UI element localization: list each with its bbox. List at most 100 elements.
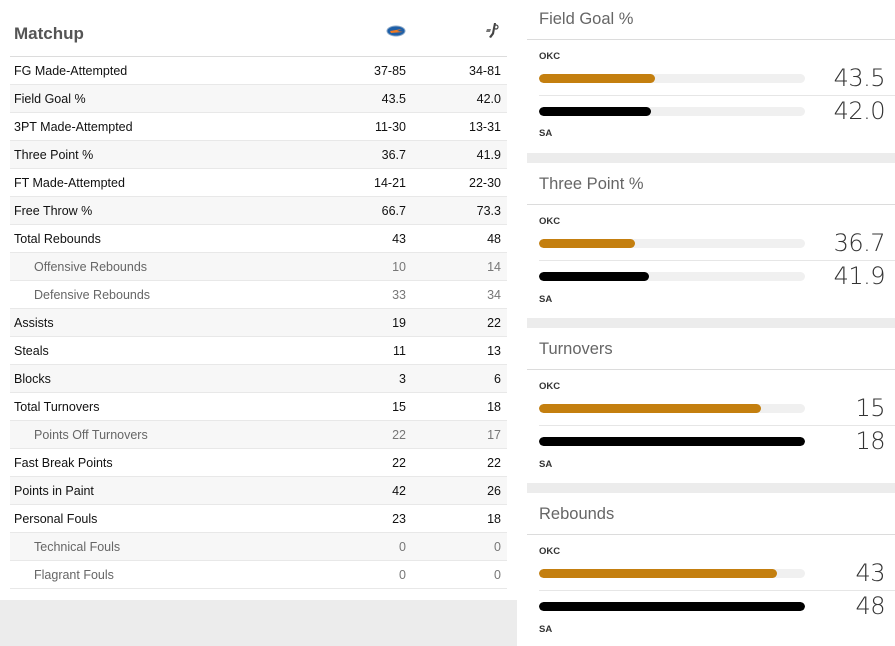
matchup-row: Three Point % 36.7 41.9 [10,141,507,169]
okc-value: 33 [392,288,406,302]
okc-value: 42 [392,484,406,498]
team1-bar-track [539,74,805,83]
okc-value: 23 [392,512,406,526]
matchup-row: Fast Break Points 22 22 [10,449,507,477]
matchup-row: Points Off Turnovers 22 17 [10,421,507,449]
matchup-title: Matchup [14,24,84,43]
okc-value: 14-21 [374,176,406,190]
okc-value: 22 [392,428,406,442]
okc-value: 36.7 [381,148,406,162]
team2-value: 48 [855,592,885,620]
sa-value: 18 [487,512,501,526]
okc-value: 15 [392,400,406,414]
team2-bar-fill [539,437,805,446]
okc-value: 10 [392,260,406,274]
sa-value: 6 [494,372,501,386]
matchup-row: Free Throw % 66.7 73.3 [10,197,507,225]
matchup-row: Points in Paint 42 26 [10,477,507,505]
matchup-row: Field Goal % 43.5 42.0 [10,85,507,113]
matchup-row: Offensive Rebounds 10 14 [10,253,507,281]
team1-bar-track [539,239,805,248]
stat-label: Total Turnovers [14,400,100,414]
okc-value: 43 [392,232,406,246]
okc-value: 11-30 [374,120,406,134]
team1-label: OKC [539,381,561,392]
team1-value: 15 [855,394,885,422]
card-divider [527,204,895,205]
row-divider [539,425,895,426]
stat-label: Assists [14,316,54,330]
card-divider [527,39,895,40]
card-title: Rebounds [539,505,615,523]
team2-bar-fill [539,602,805,611]
team1-label: OKC [539,51,561,62]
team2-value: 41.9 [833,262,886,290]
team1-label: OKC [539,216,561,227]
team2-label: SA [539,128,553,139]
card-title: Three Point % [539,175,644,193]
okc-value: 43.5 [381,92,406,106]
card-divider [527,534,895,535]
okc-thunder-logo-icon [386,25,406,37]
matchup-row: Total Rebounds 43 48 [10,225,507,253]
matchup-row: Assists 19 22 [10,309,507,337]
okc-value: 66.7 [381,204,406,218]
stat-label: Three Point % [14,148,94,162]
team1-value: 43.5 [833,64,886,92]
team2-bar-track [539,107,805,116]
team2-value: 18 [855,427,885,455]
team1-value: 43 [855,559,885,587]
okc-value: 22 [392,456,406,470]
team1-bar-fill [539,404,762,413]
sa-value: 18 [487,400,501,414]
stat-label: Blocks [14,372,51,386]
stat-label: FT Made-Attempted [14,176,125,190]
left-panel: Matchup FG Made-Attempted 37-85 34-81 Field… [0,0,517,646]
stat-label: Defensive Rebounds [34,288,151,302]
card-divider [527,369,895,370]
team2-label: SA [539,294,553,305]
team1-bar-fill [539,74,655,83]
matchup-row: Defensive Rebounds 33 34 [10,281,507,309]
stat-card: Turnovers OKC 15 18 SA [527,328,895,483]
stat-card: Field Goal % OKC 43.5 42.0 SA [527,0,895,153]
matchup-row: Steals 11 13 [10,337,507,365]
row-divider [539,260,895,261]
card-title: Turnovers [539,340,613,358]
team2-value: 42.0 [833,97,886,125]
matchup-row: FT Made-Attempted 14-21 22-30 [10,169,507,197]
okc-value: 11 [393,344,406,358]
matchup-row: FG Made-Attempted 37-85 34-81 [10,57,507,85]
stat-label: FG Made-Attempted [14,64,128,78]
sa-value: 14 [487,260,501,274]
team1-bar-track [539,569,805,578]
stat-label: Personal Fouls [14,512,98,526]
team2-bar-fill [539,272,650,281]
team1-bar-fill [539,569,778,578]
sa-value: 0 [494,540,501,554]
stat-label: Steals [14,344,49,358]
row-divider [539,95,895,96]
sa-value: 34-81 [469,64,501,78]
team2-bar-fill [539,107,651,116]
stat-label: Field Goal % [14,92,86,106]
team2-bar-track [539,602,805,611]
sa-value: 22-30 [469,176,501,190]
row-divider [539,590,895,591]
sa-value: 34 [487,288,501,302]
matchup-rows: FG Made-Attempted 37-85 34-81 Field Goal % 4… [10,57,507,589]
team2-bar-track [539,437,805,446]
sa-value: 17 [487,428,501,442]
matchup-row: Blocks 3 6 [10,365,507,393]
sa-value: 73.3 [476,204,501,218]
stat-label: Points Off Turnovers [34,428,148,442]
card-title: Field Goal % [539,10,634,28]
team2-label: SA [539,624,553,635]
okc-value: 19 [392,316,406,330]
sa-value: 48 [487,232,501,246]
team1-bar-fill [539,239,635,248]
stat-label: Free Throw % [14,204,93,218]
spurs-logo-icon [486,23,499,38]
stat-card: Three Point % OKC 36.7 41.9 SA [527,163,895,318]
sa-value: 22 [487,316,501,330]
